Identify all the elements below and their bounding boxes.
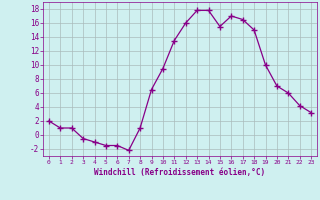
X-axis label: Windchill (Refroidissement éolien,°C): Windchill (Refroidissement éolien,°C): [94, 168, 266, 177]
